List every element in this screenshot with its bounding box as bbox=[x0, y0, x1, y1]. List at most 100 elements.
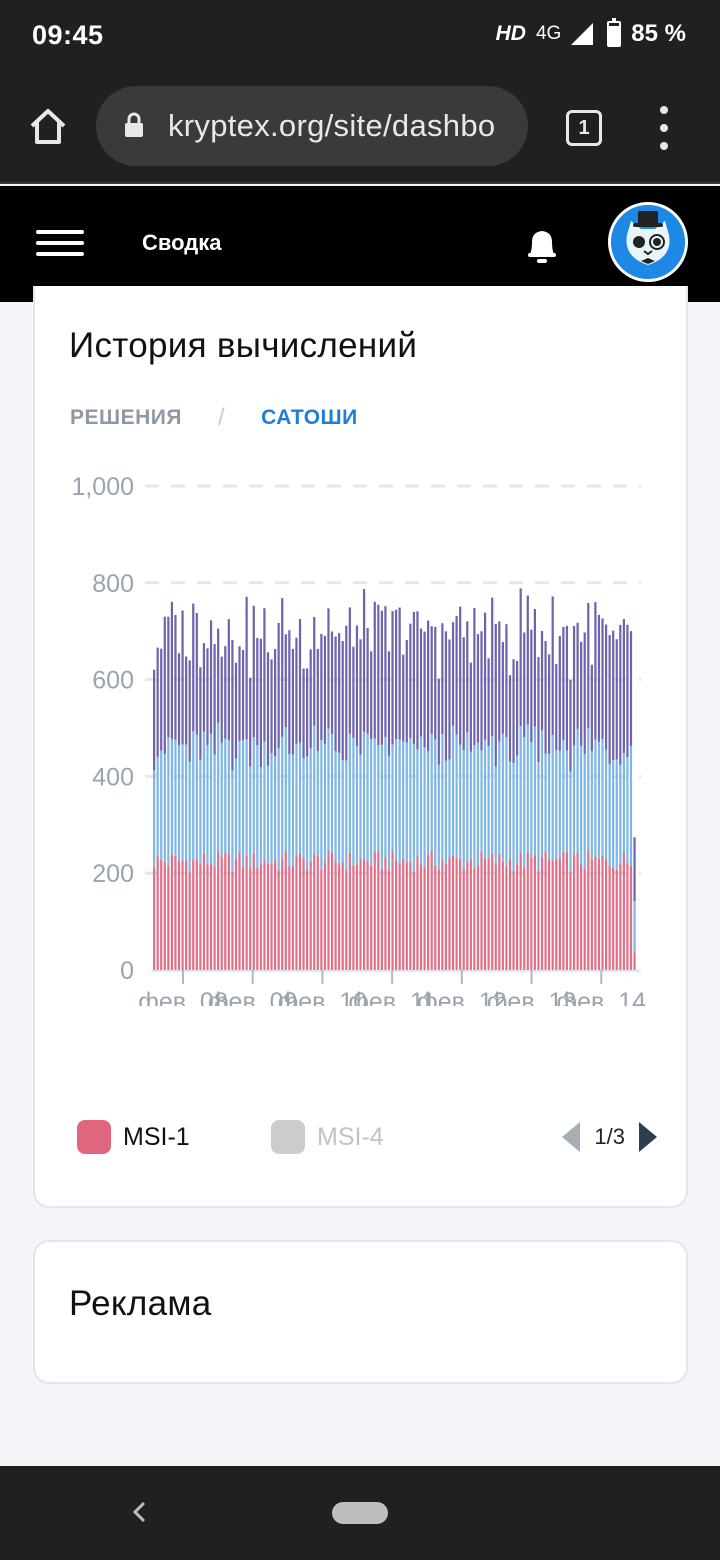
bar-segment[interactable] bbox=[206, 745, 209, 865]
bar-segment[interactable] bbox=[231, 640, 234, 771]
bar-segment[interactable] bbox=[295, 743, 298, 856]
bar-segment[interactable] bbox=[199, 667, 202, 760]
bar-segment[interactable] bbox=[444, 631, 448, 761]
bar-segment[interactable] bbox=[213, 644, 216, 755]
bar-segment[interactable] bbox=[391, 850, 394, 970]
bar-segment[interactable] bbox=[508, 761, 512, 860]
bar-segment[interactable] bbox=[330, 734, 334, 853]
bar-segment[interactable] bbox=[622, 619, 625, 754]
bar-segment[interactable] bbox=[238, 646, 241, 742]
bar-segment[interactable] bbox=[202, 853, 206, 970]
bar-segment[interactable] bbox=[266, 765, 270, 864]
bar-segment[interactable] bbox=[626, 757, 629, 863]
bar-segment[interactable] bbox=[313, 854, 316, 970]
bar-segment[interactable] bbox=[626, 624, 629, 758]
bar-segment[interactable] bbox=[241, 866, 245, 970]
bar-segment[interactable] bbox=[469, 859, 472, 970]
bar-segment[interactable] bbox=[160, 648, 163, 751]
bar-segment[interactable] bbox=[555, 858, 558, 970]
bar-segment[interactable] bbox=[629, 865, 633, 970]
bar-segment[interactable] bbox=[619, 764, 622, 864]
bar-segment[interactable] bbox=[494, 766, 497, 865]
bar-segment[interactable] bbox=[395, 739, 398, 861]
bar-segment[interactable] bbox=[352, 646, 355, 739]
bar-segment[interactable] bbox=[313, 617, 316, 726]
bar-segment[interactable] bbox=[274, 859, 277, 970]
bar-segment[interactable] bbox=[412, 611, 415, 745]
tab-switcher-button[interactable]: 1 bbox=[566, 110, 602, 146]
bar-segment[interactable] bbox=[234, 662, 238, 759]
bar-segment[interactable] bbox=[263, 741, 266, 860]
bar-segment[interactable] bbox=[501, 641, 504, 734]
bar-segment[interactable] bbox=[416, 749, 419, 857]
bar-segment[interactable] bbox=[270, 863, 273, 970]
bar-segment[interactable] bbox=[587, 727, 590, 851]
bar-segment[interactable] bbox=[174, 855, 177, 970]
bar-segment[interactable] bbox=[185, 656, 188, 745]
bar-segment[interactable] bbox=[569, 771, 572, 872]
bar-segment[interactable] bbox=[295, 637, 298, 744]
bar-segment[interactable] bbox=[380, 744, 383, 869]
bar-segment[interactable] bbox=[597, 614, 601, 742]
bar-segment[interactable] bbox=[348, 607, 351, 734]
bar-segment[interactable] bbox=[355, 625, 359, 747]
bar-segment[interactable] bbox=[270, 753, 273, 864]
bar-segment[interactable] bbox=[316, 856, 319, 970]
bar-segment[interactable] bbox=[234, 858, 238, 970]
bar-segment[interactable] bbox=[309, 649, 312, 748]
bar-segment[interactable] bbox=[416, 856, 419, 970]
bar-segment[interactable] bbox=[338, 633, 341, 753]
bar-segment[interactable] bbox=[583, 868, 586, 970]
bar-segment[interactable] bbox=[288, 866, 291, 970]
bar-segment[interactable] bbox=[341, 861, 344, 970]
bar-segment[interactable] bbox=[455, 615, 458, 735]
bar-segment[interactable] bbox=[409, 861, 412, 970]
bar-segment[interactable] bbox=[387, 870, 391, 970]
bar-segment[interactable] bbox=[391, 611, 394, 745]
bar-segment[interactable] bbox=[629, 745, 633, 866]
bar-segment[interactable] bbox=[480, 631, 483, 751]
bar-segment[interactable] bbox=[498, 621, 501, 742]
bar-segment[interactable] bbox=[323, 862, 327, 970]
bar-segment[interactable] bbox=[423, 866, 426, 970]
bar-segment[interactable] bbox=[633, 900, 636, 953]
bar-segment[interactable] bbox=[451, 855, 455, 970]
bar-segment[interactable] bbox=[277, 622, 280, 748]
bar-segment[interactable] bbox=[355, 864, 359, 970]
bar-segment[interactable] bbox=[548, 859, 551, 970]
bar-segment[interactable] bbox=[462, 637, 465, 750]
bar-segment[interactable] bbox=[391, 744, 394, 851]
bar-segment[interactable] bbox=[519, 726, 522, 853]
bar-segment[interactable] bbox=[377, 604, 380, 746]
bar-segment[interactable] bbox=[398, 607, 401, 740]
bar-segment[interactable] bbox=[494, 864, 497, 970]
bar-segment[interactable] bbox=[505, 866, 508, 970]
bar-segment[interactable] bbox=[519, 588, 522, 727]
bar-segment[interactable] bbox=[341, 641, 344, 761]
bar-segment[interactable] bbox=[402, 654, 405, 742]
bar-segment[interactable] bbox=[540, 857, 544, 970]
bell-icon[interactable] bbox=[524, 224, 560, 264]
bar-segment[interactable] bbox=[330, 631, 334, 735]
bar-segment[interactable] bbox=[526, 724, 529, 853]
bar-segment[interactable] bbox=[359, 754, 362, 859]
bar-segment[interactable] bbox=[494, 623, 497, 767]
bar-segment[interactable] bbox=[192, 731, 195, 860]
bar-segment[interactable] bbox=[177, 653, 181, 746]
bar-segment[interactable] bbox=[355, 746, 359, 865]
bar-segment[interactable] bbox=[220, 856, 223, 970]
bar-segment[interactable] bbox=[562, 739, 565, 852]
bar-segment[interactable] bbox=[402, 741, 405, 860]
bar-segment[interactable] bbox=[437, 678, 440, 765]
bar-segment[interactable] bbox=[469, 751, 472, 860]
bar-segment[interactable] bbox=[540, 630, 544, 731]
bar-segment[interactable] bbox=[501, 733, 504, 862]
bar-segment[interactable] bbox=[163, 616, 166, 754]
bar-segment[interactable] bbox=[309, 861, 312, 970]
bar-segment[interactable] bbox=[153, 770, 156, 868]
bar-segment[interactable] bbox=[608, 764, 611, 866]
bar-segment[interactable] bbox=[405, 639, 408, 743]
bar-segment[interactable] bbox=[540, 730, 544, 858]
home-gesture-pill[interactable] bbox=[332, 1502, 388, 1524]
bar-segment[interactable] bbox=[188, 871, 191, 970]
